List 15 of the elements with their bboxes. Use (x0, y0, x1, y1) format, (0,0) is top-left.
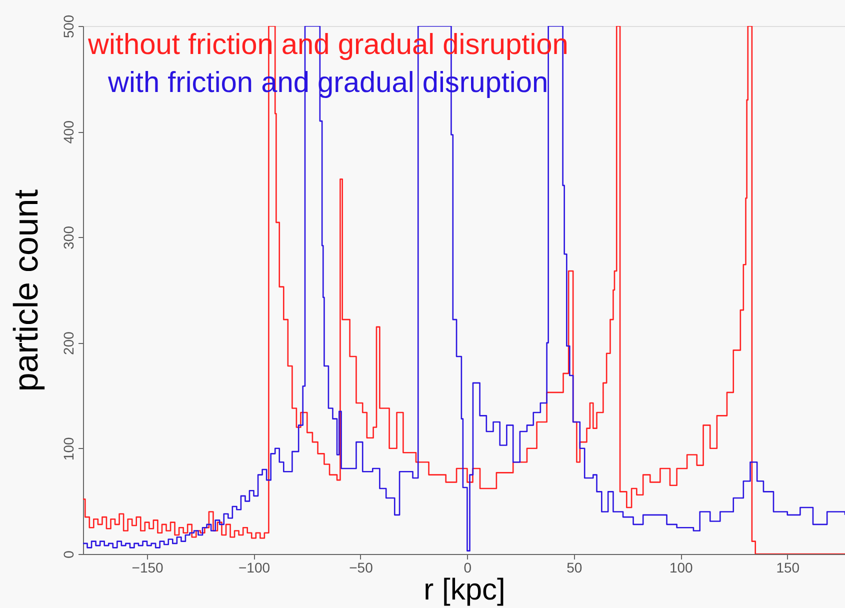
x-tick-label: −150 (132, 560, 164, 576)
y-tick-label: 0 (60, 550, 76, 558)
x-tick-label: 150 (776, 560, 800, 576)
y-axis-title: particle count (8, 188, 46, 392)
y-tick-label: 300 (60, 226, 76, 250)
x-tick-label: 100 (669, 560, 694, 576)
x-tick-label: −50 (349, 560, 374, 576)
x-tick-label: 50 (566, 560, 582, 576)
y-tick-label: 200 (60, 331, 76, 355)
y-tick-label: 500 (60, 14, 76, 38)
x-tick-label: 0 (464, 560, 472, 576)
y-tick-label: 400 (60, 120, 76, 144)
x-axis-title: r [kpc] (424, 574, 506, 606)
x-tick-label: −100 (238, 560, 270, 576)
y-tick-label: 100 (60, 437, 76, 461)
